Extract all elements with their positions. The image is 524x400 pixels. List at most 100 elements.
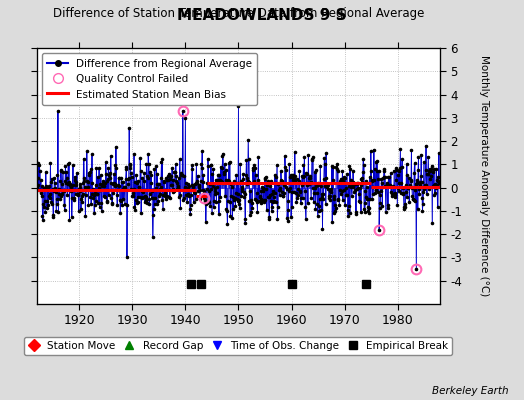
- Point: [188, 166, 196, 172]
- Point: [282, 166, 290, 173]
- Point: [87, 201, 95, 207]
- Point: [248, 204, 256, 211]
- Point: [186, 211, 194, 217]
- Point: [252, 172, 260, 178]
- Point: [320, 155, 329, 161]
- Point: [308, 157, 316, 164]
- Point: [416, 182, 424, 188]
- Point: [307, 180, 315, 186]
- Point: [139, 194, 147, 200]
- Point: [361, 209, 369, 215]
- Point: [375, 204, 384, 211]
- Point: [301, 216, 310, 222]
- Point: [238, 176, 247, 183]
- Point: [174, 183, 182, 190]
- Point: [43, 198, 51, 204]
- Point: [385, 174, 394, 180]
- Point: [314, 179, 322, 186]
- Point: [203, 180, 212, 186]
- Point: [144, 175, 152, 181]
- Point: [339, 196, 347, 203]
- Point: [335, 180, 343, 186]
- Point: [261, 175, 269, 181]
- Point: [249, 180, 258, 186]
- Point: [230, 178, 238, 184]
- Point: [210, 203, 218, 210]
- Point: [350, 179, 358, 185]
- Point: [310, 185, 319, 191]
- Point: [149, 195, 158, 202]
- Point: [150, 166, 159, 172]
- Point: [398, 164, 406, 171]
- Point: [357, 209, 365, 216]
- Text: Berkeley Earth: Berkeley Earth: [432, 386, 508, 396]
- Point: [184, 193, 193, 200]
- Point: [54, 108, 62, 114]
- Point: [387, 188, 395, 195]
- Point: [200, 188, 209, 194]
- Point: [324, 182, 332, 188]
- Point: [414, 153, 423, 160]
- Point: [384, 205, 392, 211]
- Point: [213, 177, 222, 183]
- Point: [432, 177, 441, 183]
- Point: [169, 186, 178, 192]
- Point: [177, 170, 185, 176]
- Point: [64, 161, 72, 167]
- Point: [324, 186, 332, 192]
- Point: [159, 192, 167, 198]
- Point: [431, 189, 440, 196]
- Point: [434, 178, 442, 185]
- Point: [428, 219, 436, 226]
- Point: [333, 161, 341, 167]
- Point: [182, 192, 190, 199]
- Point: [85, 169, 94, 176]
- Point: [323, 182, 331, 188]
- Point: [346, 166, 355, 172]
- Point: [48, 185, 57, 192]
- Point: [372, 159, 380, 165]
- Point: [57, 166, 65, 173]
- Point: [37, 177, 45, 184]
- Point: [235, 197, 244, 203]
- Point: [205, 198, 213, 205]
- Point: [65, 160, 73, 166]
- Point: [57, 192, 66, 199]
- Point: [330, 193, 339, 199]
- Point: [100, 183, 108, 190]
- Point: [320, 176, 328, 182]
- Point: [207, 186, 215, 192]
- Point: [145, 196, 154, 202]
- Point: [125, 161, 134, 168]
- Point: [324, 193, 333, 200]
- Point: [350, 181, 358, 187]
- Point: [344, 213, 352, 220]
- Point: [318, 191, 326, 197]
- Point: [395, 180, 403, 186]
- Point: [245, 197, 254, 204]
- Point: [333, 168, 342, 174]
- Point: [66, 180, 74, 187]
- Point: [131, 207, 139, 214]
- Point: [378, 184, 387, 190]
- Point: [142, 161, 150, 168]
- Point: [107, 194, 116, 201]
- Point: [92, 165, 101, 171]
- Point: [264, 178, 272, 185]
- Point: [243, 181, 251, 188]
- Point: [371, 190, 379, 196]
- Point: [168, 165, 176, 171]
- Point: [399, 190, 408, 197]
- Point: [45, 191, 53, 197]
- Point: [185, 183, 193, 190]
- Point: [52, 208, 60, 214]
- Point: [348, 184, 357, 190]
- Point: [172, 173, 181, 179]
- Point: [76, 184, 84, 190]
- Point: [219, 180, 227, 186]
- Point: [427, 166, 435, 172]
- Point: [256, 196, 265, 202]
- Point: [214, 172, 222, 178]
- Point: [356, 199, 364, 206]
- Point: [154, 198, 162, 204]
